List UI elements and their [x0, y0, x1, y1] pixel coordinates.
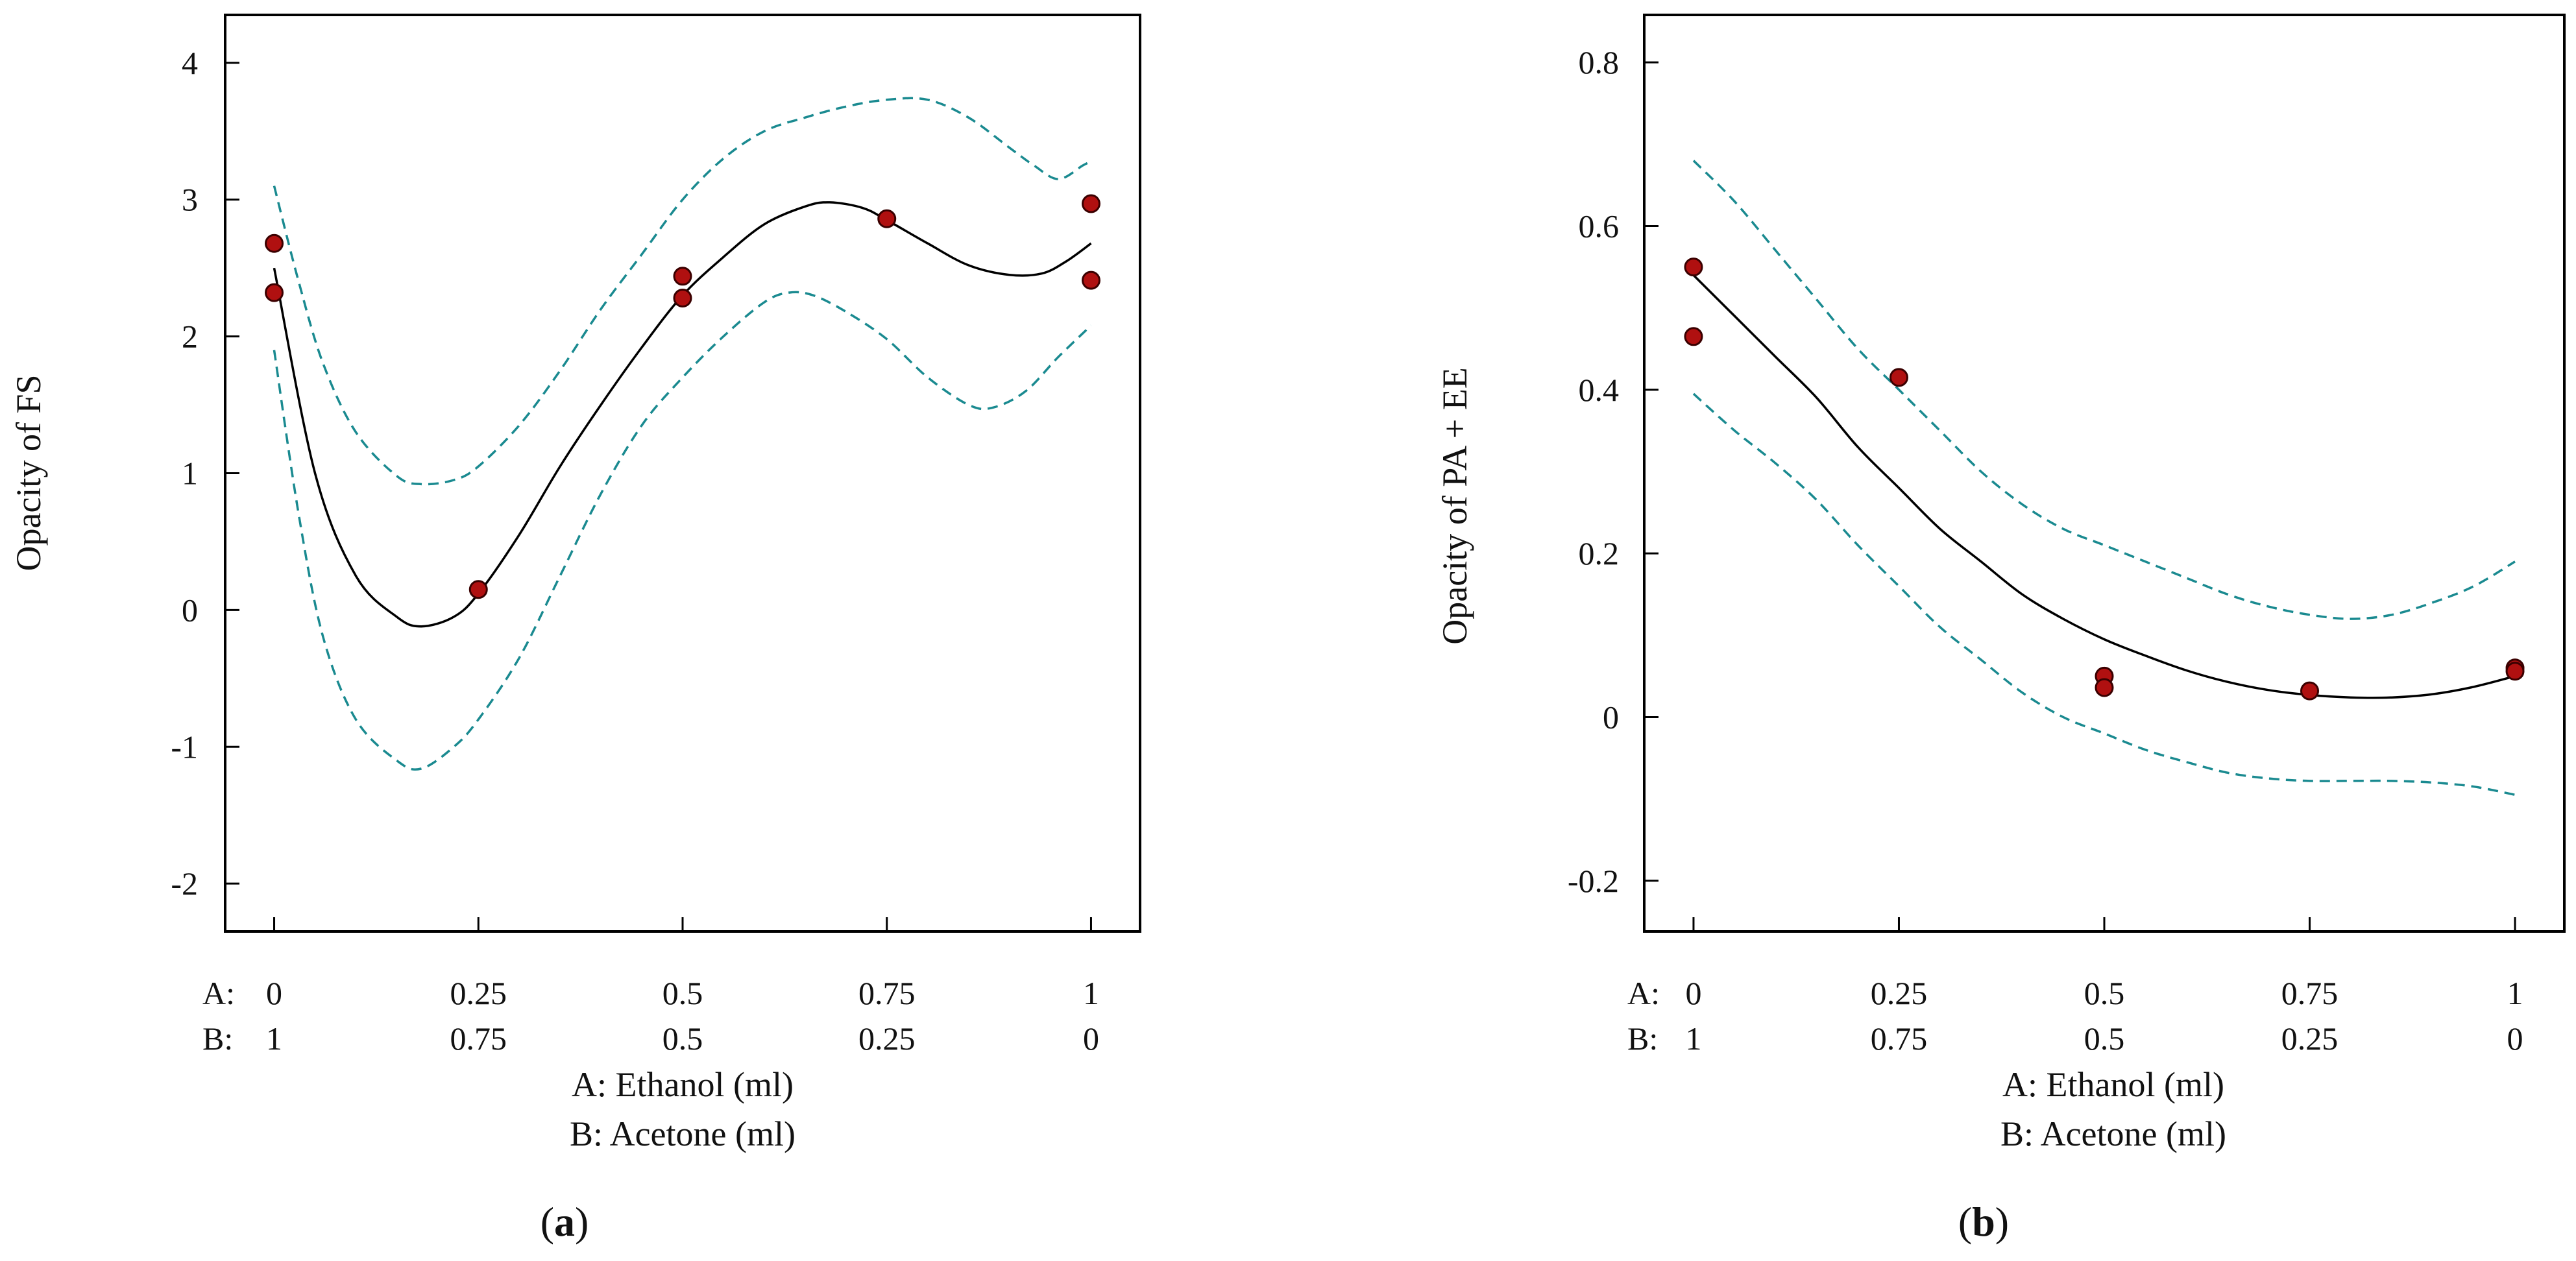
plot-frame: [1643, 14, 2566, 933]
y-tick-label: 1: [182, 455, 198, 492]
y-axis-title: Opacity of FS: [9, 375, 48, 571]
y-tick-label: 3: [182, 182, 198, 218]
caption-close-paren: ): [1995, 1199, 2009, 1245]
x-tick-label-a: 0.25: [1871, 975, 1928, 1011]
x-axis-ticks: 0 1 0.25 0.75 0.5 0.5 0.75 0.25 1 0: [266, 917, 1099, 1057]
y-tick-label: 0.6: [1579, 208, 1620, 244]
x-tick-label-b: 1: [266, 1020, 282, 1057]
caption-letter: b: [1972, 1199, 1995, 1245]
design-points: [1684, 258, 2525, 701]
y-tick-label: 0: [1603, 699, 1619, 735]
panel-caption-a: (a): [541, 1199, 589, 1245]
x-tick-label-a: 0.5: [662, 975, 703, 1011]
x-axis-title-a: A: Ethanol (ml): [2002, 1065, 2224, 1104]
y-axis-ticks: -2 -1 0 1 2 3 4: [171, 45, 239, 902]
x-tick-label-b: 0.75: [450, 1020, 507, 1057]
x-row-b-label: B:: [202, 1020, 233, 1057]
design-point: [2505, 662, 2525, 681]
x-tick-label-a: 1: [2507, 975, 2523, 1011]
confidence-and-fit-layer: [273, 97, 1092, 771]
y-tick-label: -1: [171, 728, 198, 765]
caption-letter: a: [554, 1199, 575, 1245]
x-tick-label-b: 0: [2507, 1020, 2523, 1057]
y-axis-title: Opacity of PA + EE: [1435, 367, 1474, 644]
x-axis-title-b: B: Acetone (ml): [570, 1114, 796, 1153]
x-tick-label-a: 0.25: [450, 975, 507, 1011]
plot-frame: [224, 14, 1141, 933]
x-tick-label-b: 0: [1083, 1020, 1099, 1057]
y-tick-label: 0: [182, 592, 198, 628]
caption-close-paren: ): [575, 1199, 589, 1245]
design-points: [265, 194, 1100, 599]
design-point: [673, 267, 692, 286]
x-row-b-label: B:: [1627, 1020, 1658, 1057]
design-point: [1081, 270, 1100, 290]
y-tick-label: 2: [182, 318, 198, 355]
design-point: [468, 580, 488, 599]
design-point: [1684, 258, 1703, 277]
x-row-a-label: A:: [202, 975, 235, 1011]
y-tick-label: -0.2: [1568, 863, 1619, 899]
x-tick-label-a: 0: [266, 975, 282, 1011]
caption-open-paren: (: [1958, 1199, 1972, 1245]
x-axis-title-a: A: Ethanol (ml): [572, 1065, 794, 1104]
x-tick-label-a: 0.75: [2281, 975, 2339, 1011]
x-axis-title-b: B: Acetone (ml): [2000, 1114, 2226, 1153]
design-point: [265, 234, 284, 253]
confidence-bound-line: [1692, 160, 2516, 620]
x-tick-label-b: 0.25: [2281, 1020, 2339, 1057]
x-tick-label-b: 0.5: [2084, 1020, 2125, 1057]
x-tick-label-b: 0.25: [858, 1020, 916, 1057]
design-point: [1081, 194, 1100, 213]
x-tick-label-a: 0.75: [858, 975, 916, 1011]
y-tick-label: 0.4: [1579, 372, 1620, 408]
chart-panel-b: -0.2 0 0.2 0.4 0.6 0.8 0 1 0.25 0.75 0.5 0.5 0.75 0.…: [1435, 14, 2566, 1245]
x-tick-label-a: 0.5: [2084, 975, 2125, 1011]
confidence-bound-line: [273, 97, 1092, 486]
y-tick-label: 0.8: [1579, 44, 1620, 80]
design-point: [673, 289, 692, 308]
x-row-a-label: A:: [1627, 975, 1660, 1011]
y-tick-label: 4: [182, 45, 198, 81]
caption-open-paren: (: [541, 1199, 554, 1245]
chart-panel-a: -2 -1 0 1 2 3 4 0 1 0.25 0.75 0.5 0.5 0.75 0.25 1 0 A: …: [9, 14, 1141, 1245]
design-point: [2300, 681, 2320, 701]
design-point: [2095, 678, 2114, 697]
fitted-line: [273, 201, 1092, 628]
design-point: [1684, 327, 1703, 346]
confidence-bound-line: [273, 291, 1092, 771]
y-tick-label: -2: [171, 865, 198, 902]
confidence-and-fit-layer: [1692, 160, 2516, 797]
x-tick-label-b: 0.5: [662, 1020, 703, 1057]
x-tick-label-a: 0: [1685, 975, 1701, 1011]
x-axis-ticks: 0 1 0.25 0.75 0.5 0.5 0.75 0.25 1 0: [1685, 917, 2523, 1057]
design-point: [1889, 368, 1908, 387]
design-point: [877, 209, 897, 228]
panel-caption-b: (b): [1958, 1199, 2009, 1245]
fitted-line: [1692, 274, 2516, 699]
x-tick-label-b: 1: [1685, 1020, 1701, 1057]
y-tick-label: 0.2: [1579, 535, 1620, 571]
x-tick-label-a: 1: [1083, 975, 1099, 1011]
design-point: [265, 283, 284, 302]
y-axis-ticks: -0.2 0 0.2 0.4 0.6 0.8: [1568, 44, 1659, 899]
x-tick-label-b: 0.75: [1871, 1020, 1928, 1057]
confidence-bound-line: [1692, 392, 2516, 797]
